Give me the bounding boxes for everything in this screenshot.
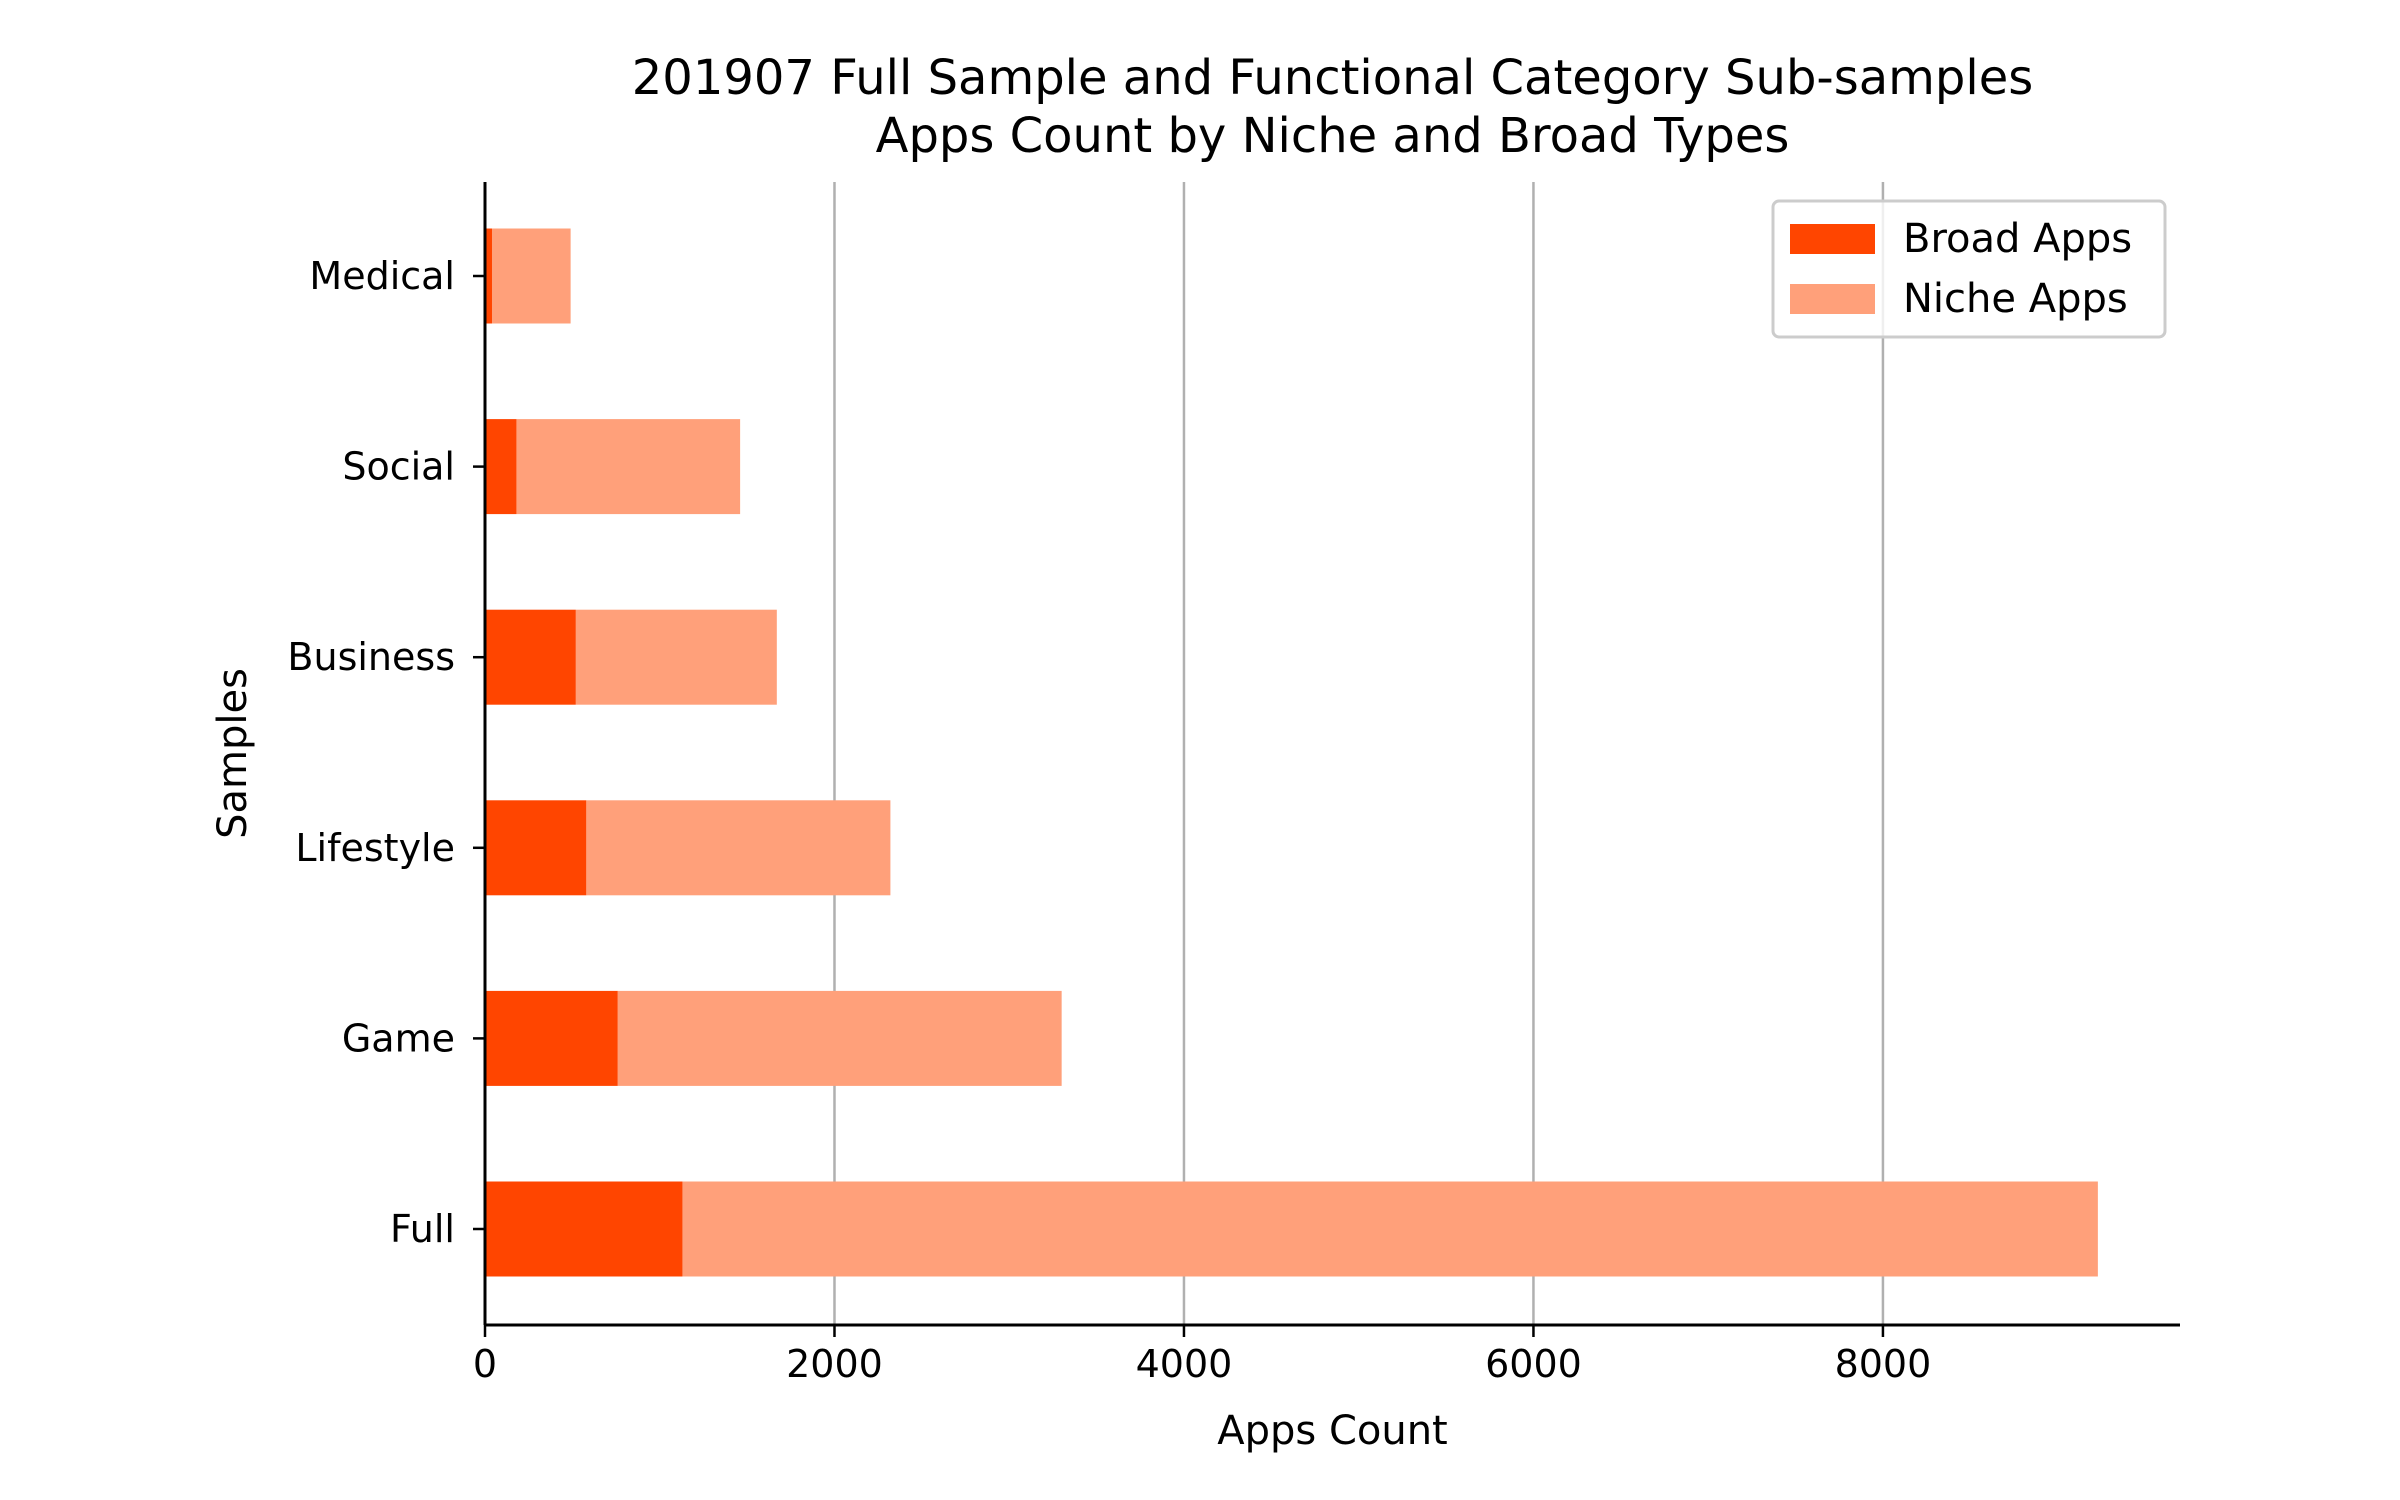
x-axis-ticks: 0 2000 4000 6000 8000 <box>473 1325 1931 1386</box>
bar-business-niche-apps <box>575 609 777 705</box>
legend-label-niche-apps: Niche Apps <box>1903 276 2128 322</box>
bar-game-broad-apps <box>485 990 618 1086</box>
x-tick-label-0: 0 <box>473 1342 497 1386</box>
legend-swatch-broad-apps <box>1790 224 1875 254</box>
bar-game-niche-apps <box>617 990 1062 1086</box>
bars <box>485 228 2098 1277</box>
bar-lifestyle-broad-apps <box>485 800 587 896</box>
chart-subtitle: Apps Count by Niche and Broad Types <box>876 108 1790 164</box>
x-tick-label-2000: 2000 <box>786 1342 883 1386</box>
y-tick-label-game: Game <box>342 1016 455 1060</box>
y-tick-label-business: Business <box>287 635 455 679</box>
legend-swatch-niche-apps <box>1790 284 1875 314</box>
chart-title: 201907 Full Sample and Functional Catego… <box>632 50 2034 106</box>
bar-medical-niche-apps <box>491 228 571 324</box>
y-tick-label-social: Social <box>342 445 455 489</box>
x-tick-label-6000: 6000 <box>1485 1342 1582 1386</box>
bar-full-niche-apps <box>682 1181 2098 1277</box>
y-axis-label: Samples <box>210 668 256 839</box>
bar-full-broad-apps <box>485 1181 683 1277</box>
bar-business-broad-apps <box>485 609 576 705</box>
gridlines <box>833 182 1885 1325</box>
bar-social-niche-apps <box>516 419 741 515</box>
x-axis-label: Apps Count <box>1217 1408 1448 1454</box>
y-tick-label-medical: Medical <box>309 254 455 298</box>
legend-label-broad-apps: Broad Apps <box>1903 216 2132 262</box>
x-tick-label-4000: 4000 <box>1136 1342 1233 1386</box>
y-axis-ticks: Full Game Lifestyle Business Social Medical <box>287 254 485 1251</box>
axes <box>483 182 2180 1327</box>
y-tick-label-full: Full <box>390 1207 455 1251</box>
bar-lifestyle-niche-apps <box>586 800 891 896</box>
y-tick-label-lifestyle: Lifestyle <box>295 826 455 870</box>
bar-medical-broad-apps <box>485 228 492 324</box>
x-tick-label-8000: 8000 <box>1835 1342 1932 1386</box>
bar-social-broad-apps <box>485 419 517 515</box>
legend: Broad Apps Niche Apps <box>1771 199 2167 339</box>
